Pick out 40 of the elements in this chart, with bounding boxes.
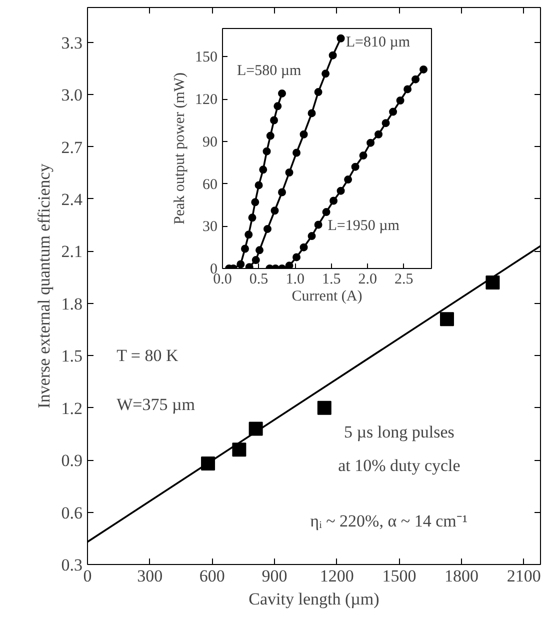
y-tick-label: 0.9 <box>61 451 82 470</box>
y-tick-label: 3.0 <box>61 86 82 105</box>
x-tick-label: 0.5 <box>249 272 268 288</box>
x-tick-label: 600 <box>199 566 225 586</box>
y-tick-label: 1.5 <box>61 346 82 366</box>
series-label: L=1950 µm <box>328 218 400 234</box>
annotation: at 10% duty cycle <box>338 456 460 475</box>
y-tick-label: 150 <box>195 50 218 66</box>
y-tick-label: 2.1 <box>61 242 82 262</box>
x-tick-label: 1500 <box>382 566 416 586</box>
y-tick-label: 2.4 <box>61 190 83 209</box>
annotation: W=375 µm <box>116 394 195 414</box>
y-tick-label: 3.3 <box>61 33 82 52</box>
y-tick-label: 1.8 <box>61 294 82 314</box>
y-tick-label: 0.6 <box>61 503 82 522</box>
y-axis-title: Peak output power (mW) <box>172 72 188 225</box>
x-tick-label: 2.0 <box>358 272 378 288</box>
x-axis-title: Current (A) <box>292 288 362 304</box>
y-tick-label: 60 <box>202 176 218 193</box>
x-tick-label: 300 <box>137 566 163 586</box>
x-tick-label: 2.5 <box>394 272 414 288</box>
y-axis-title: Inverse external quantum efficiency <box>34 163 54 408</box>
y-tick-label: 0.3 <box>61 556 82 574</box>
x-tick-label: 1800 <box>444 566 479 586</box>
annotation: T = 80 K <box>116 346 180 366</box>
x-tick-label: 1.5 <box>322 272 341 288</box>
y-tick-label: 2.7 <box>61 138 83 157</box>
series-label: L=810 µm <box>346 34 410 51</box>
legend-label: L=580 µm <box>237 62 302 79</box>
y-tick-label: 120 <box>195 92 218 108</box>
y-tick-label: 30 <box>202 219 218 236</box>
y-tick-label: 1.2 <box>61 398 82 418</box>
x-tick-label: 1.0 <box>286 272 304 288</box>
annotation: ηᵢ ~ 220%, α ~ 14 cm⁻¹ <box>310 511 468 530</box>
y-tick-label: 90 <box>202 134 218 150</box>
x-tick-label: 900 <box>262 566 288 586</box>
x-tick-label: 1200 <box>320 566 354 586</box>
x-axis-title: Cavity length (µm) <box>248 590 380 608</box>
annotation: 5 µs long pulses <box>344 422 454 442</box>
x-tick-label: 2100 <box>506 566 541 586</box>
